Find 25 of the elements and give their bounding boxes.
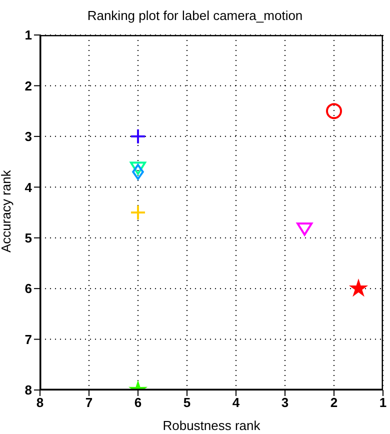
x-tick-label: 5 (183, 395, 191, 410)
y-axis-title: Accuracy rank (0, 170, 14, 252)
x-tick-label: 8 (36, 395, 44, 410)
y-tick-label: 1 (24, 28, 32, 43)
x-tick-label: 4 (232, 395, 240, 410)
point (132, 164, 144, 180)
chart-title: Ranking plot for label camera_motion (86, 8, 304, 23)
x-tick-label: 6 (134, 395, 142, 410)
x-tick-label: 7 (85, 395, 93, 410)
x-tick-label: 3 (281, 395, 289, 410)
y-tick-label: 6 (24, 281, 32, 296)
x-tick-label: 2 (330, 395, 338, 410)
point (326, 103, 342, 120)
y-tick-label: 2 (24, 78, 32, 94)
point (130, 128, 146, 144)
x-tick-label: 1 (379, 395, 387, 410)
point (350, 280, 367, 296)
y-tick-label: 3 (24, 129, 32, 144)
y-tick-label: 4 (24, 180, 33, 195)
y-tick-label: 7 (24, 332, 32, 347)
point (130, 204, 146, 220)
y-tick-label: 5 (24, 230, 32, 246)
y-tick-label: 8 (24, 382, 32, 398)
point (130, 162, 146, 175)
x-axis-title: Robustness rank (162, 418, 261, 433)
